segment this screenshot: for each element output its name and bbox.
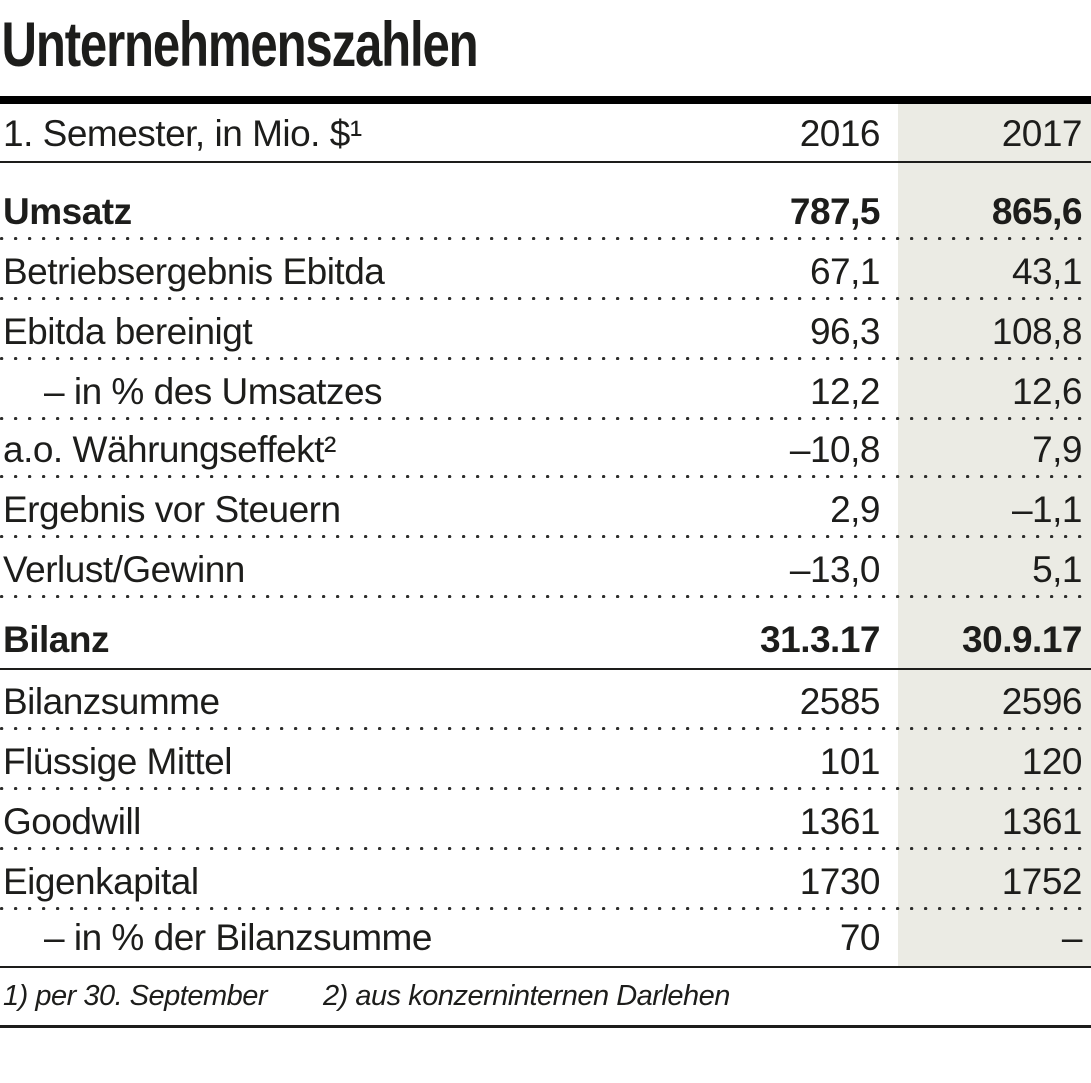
value-2016: –10,8 [789, 429, 881, 470]
column-header-2016: 2016 [799, 113, 881, 154]
table-row-umsatz: Umsatz 787,5 865,6 [0, 163, 1091, 240]
value-2017: 43,1 [1011, 251, 1083, 292]
value-date-2: 30.9.17 [962, 619, 1082, 660]
value-2017: 1361 [1001, 801, 1083, 842]
row-label: Bilanzsumme [3, 681, 220, 722]
footnote-2: 2) aus konzerninternen Darlehen [323, 980, 730, 1012]
column-header-2017: 2017 [1001, 113, 1083, 154]
table-row-fluessige-mittel: Flüssige Mittel 101 120 [0, 730, 1091, 790]
value-2017: 865,6 [991, 191, 1083, 232]
table-row-ebitda-bereinigt: Ebitda bereinigt 96,3 108,8 [0, 300, 1091, 360]
table-row-betriebsergebnis: Betriebsergebnis Ebitda 67,1 43,1 [0, 240, 1091, 300]
row-label: – in % der Bilanzsumme [44, 917, 432, 958]
value-2017: 7,9 [1032, 429, 1082, 470]
value-2017: 120 [1021, 741, 1083, 782]
row-label: Verlust/Gewinn [3, 549, 245, 590]
footnote-1: 1) per 30. September [3, 980, 268, 1012]
row-label: Goodwill [3, 801, 141, 842]
row-label: Ebitda bereinigt [3, 311, 253, 352]
table-row-bilanz: Bilanz 31.3.17 30.9.17 [0, 598, 1091, 670]
value-2016: 787,5 [789, 191, 881, 232]
value-2017: –1,1 [1011, 489, 1083, 530]
table-row-prozent-bilanzsumme: – in % der Bilanzsumme 70 – [0, 910, 1091, 968]
value-2016: 96,3 [809, 311, 881, 352]
value-2016: 70 [839, 917, 881, 958]
value-2016: –13,0 [789, 549, 881, 590]
page-title: Unternehmenszahlen [1, 10, 479, 80]
value-2016: 101 [819, 741, 881, 782]
value-2016: 67,1 [809, 251, 881, 292]
value-2017: – [1061, 917, 1083, 958]
row-label: Umsatz [3, 191, 132, 232]
table-row-bilanzsumme: Bilanzsumme 2585 2596 [0, 670, 1091, 730]
table-row-ergebnis-vor-steuern: Ergebnis vor Steuern 2,9 –1,1 [0, 478, 1091, 538]
unit-label: 1. Semester, in Mio. $¹ [3, 113, 362, 154]
value-date-1: 31.3.17 [760, 619, 880, 660]
table-row-prozent-umsatz: – in % des Umsatzes 12,2 12,6 [0, 360, 1091, 420]
value-2017: 1752 [1001, 861, 1083, 902]
value-2016: 1730 [799, 861, 881, 902]
value-2016: 12,2 [809, 371, 881, 412]
value-2017: 108,8 [991, 311, 1083, 352]
table-row-eigenkapital: Eigenkapital 1730 1752 [0, 850, 1091, 910]
value-2017: 2596 [1001, 681, 1083, 722]
footnotes-row: 1) per 30. September 2) aus konzerninter… [0, 968, 1091, 1028]
row-label: Eigenkapital [3, 861, 199, 902]
table-row-verlust-gewinn: Verlust/Gewinn –13,0 5,1 [0, 538, 1091, 598]
row-label: Ergebnis vor Steuern [3, 489, 341, 530]
row-label: Flüssige Mittel [3, 741, 232, 782]
value-2016: 2585 [799, 681, 881, 722]
table-row-goodwill: Goodwill 1361 1361 [0, 790, 1091, 850]
row-label: a.o. Währungseffekt² [3, 429, 336, 470]
table-row-waehrungseffekt: a.o. Währungseffekt² –10,8 7,9 [0, 420, 1091, 478]
top-rule [0, 96, 1091, 104]
row-label: – in % des Umsatzes [44, 371, 383, 412]
value-2017: 12,6 [1011, 371, 1083, 412]
value-2016: 2,9 [830, 489, 880, 530]
row-label: Bilanz [3, 619, 109, 660]
table-header-row: 1. Semester, in Mio. $¹ 2016 2017 [0, 104, 1091, 163]
figures-table: 1. Semester, in Mio. $¹ 2016 2017 Umsatz… [0, 104, 1091, 968]
row-label: Betriebsergebnis Ebitda [3, 251, 385, 292]
value-2016: 1361 [799, 801, 881, 842]
value-2017: 5,1 [1032, 549, 1082, 590]
